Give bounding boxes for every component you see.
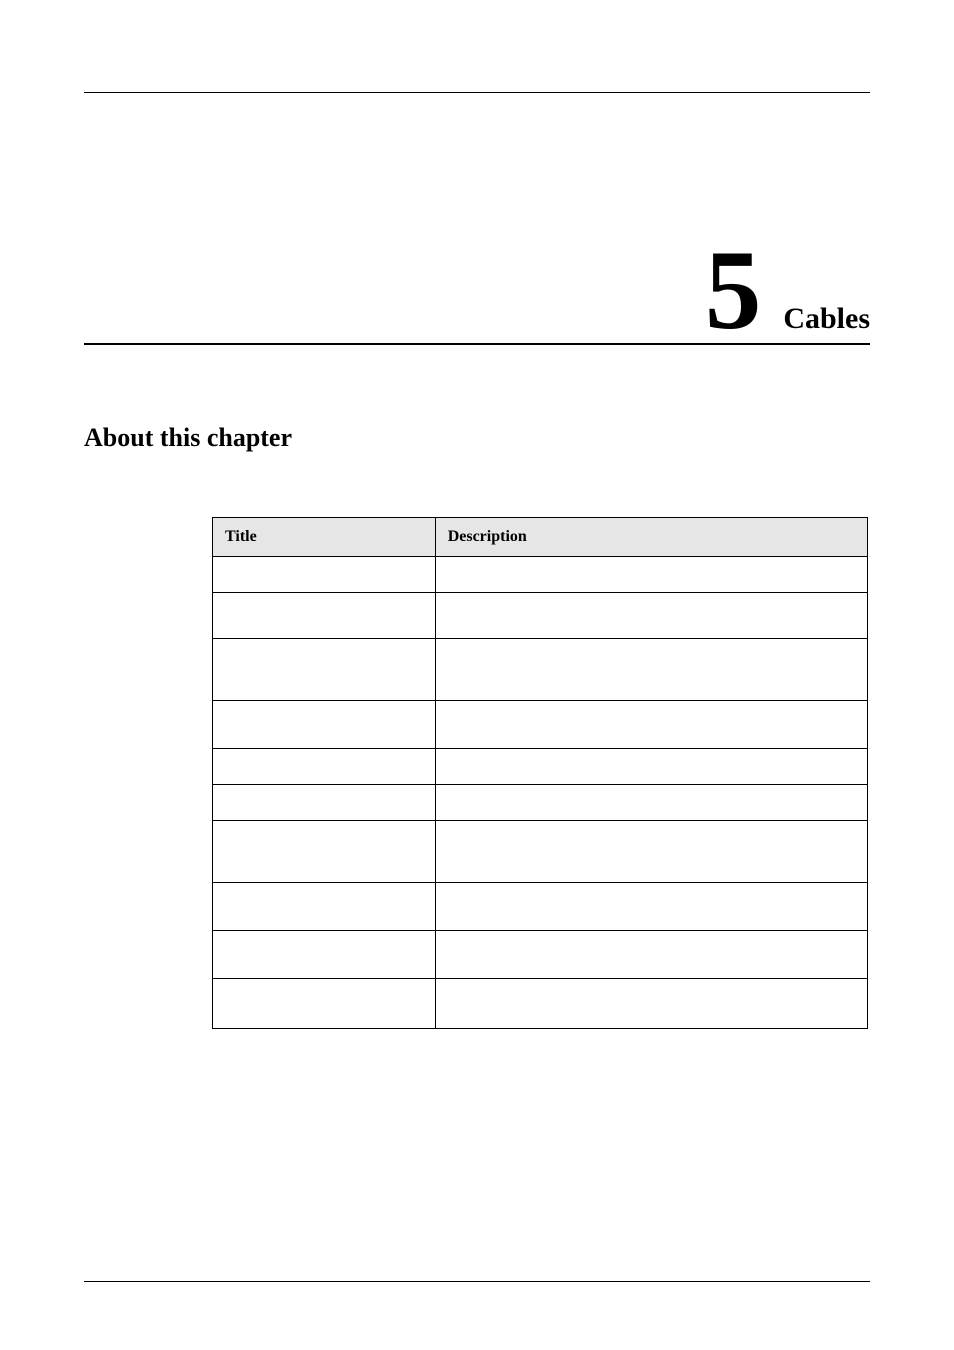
- cell-title: [213, 639, 436, 701]
- table-row: [213, 593, 868, 639]
- cell-description: [435, 979, 867, 1029]
- cell-description: [435, 749, 867, 785]
- table-row: [213, 821, 868, 883]
- top-horizontal-rule: [84, 92, 870, 93]
- table-row: [213, 883, 868, 931]
- column-header-title: Title: [213, 518, 436, 557]
- cell-description: [435, 557, 867, 593]
- cell-description: [435, 931, 867, 979]
- table-row: [213, 979, 868, 1029]
- table-row: [213, 639, 868, 701]
- toc-table: Title Description: [212, 517, 868, 1029]
- section-heading: About this chapter: [84, 423, 870, 453]
- cell-description: [435, 639, 867, 701]
- table-row: [213, 785, 868, 821]
- cell-title: [213, 883, 436, 931]
- chapter-number: 5: [705, 243, 762, 339]
- cell-title: [213, 557, 436, 593]
- table-row: [213, 557, 868, 593]
- cell-description: [435, 821, 867, 883]
- cell-title: [213, 593, 436, 639]
- cell-title: [213, 785, 436, 821]
- table-header-row: Title Description: [213, 518, 868, 557]
- cell-title: [213, 931, 436, 979]
- cell-title: [213, 821, 436, 883]
- cell-description: [435, 593, 867, 639]
- table-row: [213, 749, 868, 785]
- bottom-horizontal-rule: [84, 1281, 870, 1282]
- table-row: [213, 931, 868, 979]
- cell-title: [213, 749, 436, 785]
- cell-title: [213, 979, 436, 1029]
- table-row: [213, 701, 868, 749]
- chapter-title: Cables: [783, 302, 870, 336]
- cell-title: [213, 701, 436, 749]
- cell-description: [435, 785, 867, 821]
- chapter-header: 5 Cables: [84, 243, 870, 345]
- column-header-description: Description: [435, 518, 867, 557]
- toc-table-wrapper: Title Description: [212, 517, 868, 1029]
- cell-description: [435, 701, 867, 749]
- cell-description: [435, 883, 867, 931]
